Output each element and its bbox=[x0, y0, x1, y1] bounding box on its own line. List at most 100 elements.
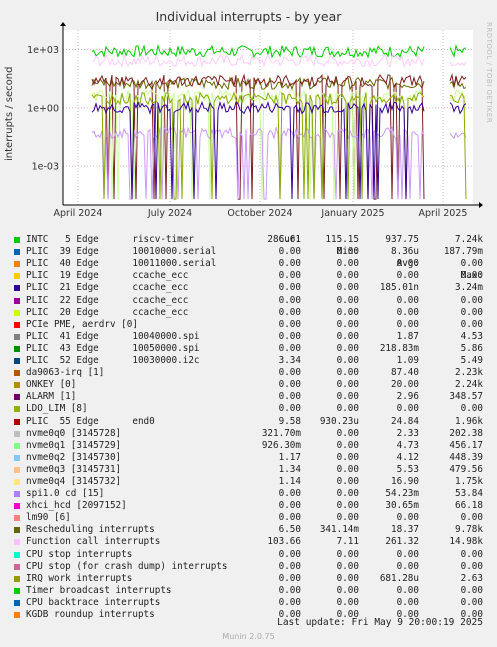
legend-swatch bbox=[14, 466, 20, 473]
legend-max: 1.96k bbox=[455, 415, 483, 427]
legend-label: INTC 5 Edge riscv-timer bbox=[26, 234, 194, 246]
legend-label: LDO_LIM [8] bbox=[26, 403, 88, 415]
legend-max: 187.79m bbox=[443, 246, 483, 258]
legend-row: PLIC 43 Edge 10050000.spi 0.00 0.00 218.83m… bbox=[12, 343, 492, 355]
x-tick-label: July 2024 bbox=[147, 208, 192, 219]
legend-swatch bbox=[14, 285, 20, 292]
series-line bbox=[91, 126, 467, 200]
legend-swatch bbox=[14, 261, 20, 268]
legend-avg: 0.00 bbox=[396, 403, 419, 415]
legend-min: 0.00 bbox=[336, 258, 359, 270]
legend-swatch bbox=[14, 503, 20, 510]
legend-swatch bbox=[14, 599, 20, 606]
legend-cur: 1.34 bbox=[278, 463, 301, 475]
legend-avg: 261.32 bbox=[385, 536, 419, 548]
legend-label: Function call interrupts bbox=[26, 536, 161, 548]
legend-label: PLIC 41 Edge 10040000.spi bbox=[26, 330, 200, 342]
legend-label: Timer broadcast interrupts bbox=[26, 584, 172, 596]
legend-max: 202.38 bbox=[449, 427, 483, 439]
legend-swatch bbox=[14, 612, 20, 618]
legend-cur: 321.70m bbox=[261, 427, 301, 439]
x-axis-arrow bbox=[479, 202, 483, 208]
legend-min: 0.00 bbox=[336, 306, 359, 318]
legend-avg: 681.28u bbox=[379, 572, 419, 584]
legend-row: PLIC 52 Edge 10030000.i2c 3.34 0.00 1.09 5.4… bbox=[12, 355, 492, 367]
x-tick-label: April 2024 bbox=[54, 208, 103, 219]
legend-cur: 0.00 bbox=[278, 379, 301, 391]
legend-avg: 1.87 bbox=[396, 330, 419, 342]
legend-row: nvme0q3 [3145731] 1.34 0.00 5.53 479.56 bbox=[12, 464, 492, 476]
legend-label: nvme0q4 [3145732] bbox=[26, 475, 122, 487]
legend-max: 2.24k bbox=[455, 379, 483, 391]
legend-max: 456.17 bbox=[449, 439, 483, 451]
legend-row: da9063-irq [1] 0.00 0.00 87.40 2.23k bbox=[12, 367, 492, 379]
legend-min: 0.00 bbox=[336, 488, 359, 500]
x-tick-label: October 2024 bbox=[227, 208, 292, 219]
legend-label: ONKEY [0] bbox=[26, 379, 77, 391]
legend-min: 0.00 bbox=[336, 572, 359, 584]
header-avg: Avg: bbox=[396, 258, 419, 270]
legend-cur: 0.00 bbox=[278, 596, 301, 608]
legend-label: IRQ work interrupts bbox=[26, 572, 133, 584]
legend-max: 0.00 bbox=[460, 258, 483, 270]
legend-max: 0.00 bbox=[460, 609, 483, 620]
legend-min: 0.00 bbox=[336, 391, 359, 403]
plot-area: 1e+03 1e+00 1e-03 April 2024 July 2024 Octobe… bbox=[27, 22, 483, 219]
legend-max: 0.00 bbox=[460, 560, 483, 572]
legend-max: 0.00 bbox=[460, 270, 483, 282]
legend-row: PLIC 39 Edge 10010000.serial 0.00 0.00 8.36… bbox=[12, 246, 492, 258]
legend-label: nvme0q1 [3145729] bbox=[26, 439, 122, 451]
legend-row: Function call interrupts 103.66 7.11 261.32… bbox=[12, 536, 492, 548]
legend-max: 5.49 bbox=[460, 355, 483, 367]
series-lines bbox=[91, 43, 467, 200]
legend-swatch bbox=[14, 527, 20, 534]
legend-max: 14.98k bbox=[449, 536, 483, 548]
legend-max: 0.00 bbox=[460, 306, 483, 318]
legend-cur: 3.34 bbox=[278, 355, 301, 367]
legend-avg: 218.83m bbox=[379, 342, 419, 354]
legend-min: 0.00 bbox=[336, 427, 359, 439]
legend-row: xhci_hcd [2097152] 0.00 0.00 30.65m 66.18 bbox=[12, 500, 492, 512]
legend-cur: 0.00 bbox=[278, 270, 301, 282]
legend-min: 0.00 bbox=[336, 512, 359, 524]
legend-row: PLIC 55 Edge end0 9.58 930.23u 24.84 1.96k bbox=[12, 416, 492, 428]
legend-label: da9063-irq [1] bbox=[26, 367, 105, 379]
legend-max: 0.00 bbox=[460, 584, 483, 596]
legend-row: spi1.0 cd [15] 0.00 0.00 54.23m 53.84 bbox=[12, 488, 492, 500]
last-update: Last update: Fri May 9 20:00:19 2025 bbox=[277, 617, 483, 628]
legend-cur: 0.00 bbox=[278, 560, 301, 572]
legend-cur: 0.00 bbox=[278, 572, 301, 584]
legend-min: 0.00 bbox=[336, 342, 359, 354]
legend-avg: 0.00 bbox=[396, 512, 419, 524]
legend-swatch bbox=[14, 394, 20, 401]
legend-label: PLIC 20 Edge ccache_ecc bbox=[26, 306, 189, 318]
legend-row: PCIe PME, aerdrv [0] 0.00 0.00 0.00 0.00 bbox=[12, 319, 492, 331]
series-line bbox=[91, 43, 467, 59]
legend-row: ALARM [1] 0.00 0.00 2.96 348.57 bbox=[12, 391, 492, 403]
legend-cur: 9.58 bbox=[278, 415, 301, 427]
legend-cur: 0.00 bbox=[278, 294, 301, 306]
legend-cur: 0.00 bbox=[278, 609, 301, 620]
legend-row: CPU stop interrupts 0.00 0.00 0.00 0.00 bbox=[12, 549, 492, 561]
legend-avg: 16.90 bbox=[391, 475, 419, 487]
legend-avg: 8.36u bbox=[391, 246, 419, 258]
legend-avg: 0.00 bbox=[396, 258, 419, 270]
legend-swatch bbox=[14, 478, 20, 485]
legend-swatch bbox=[14, 345, 20, 352]
legend-swatch bbox=[14, 321, 20, 328]
legend-avg: 18.37 bbox=[391, 524, 419, 536]
legend-swatch bbox=[14, 406, 20, 413]
legend-cur: 0.00 bbox=[278, 488, 301, 500]
legend-min: 7.11 bbox=[336, 536, 359, 548]
legend-avg: 937.75 bbox=[385, 234, 419, 246]
legend-swatch bbox=[14, 273, 20, 280]
x-tick-label: January 2025 bbox=[320, 208, 384, 219]
series-line bbox=[91, 100, 467, 200]
legend-avg: 20.00 bbox=[391, 379, 419, 391]
legend-label: PLIC 22 Edge ccache_ecc bbox=[26, 294, 189, 306]
legend-row: lm90 [6] 0.00 0.00 0.00 0.00 bbox=[12, 512, 492, 524]
munin-version: Munin 2.0.75 bbox=[222, 632, 275, 641]
legend-min: 0.00 bbox=[336, 294, 359, 306]
series-line bbox=[91, 53, 467, 69]
legend-row: INTC 5 Edge riscv-timer 286.61 115.15 937.7… bbox=[12, 234, 492, 246]
